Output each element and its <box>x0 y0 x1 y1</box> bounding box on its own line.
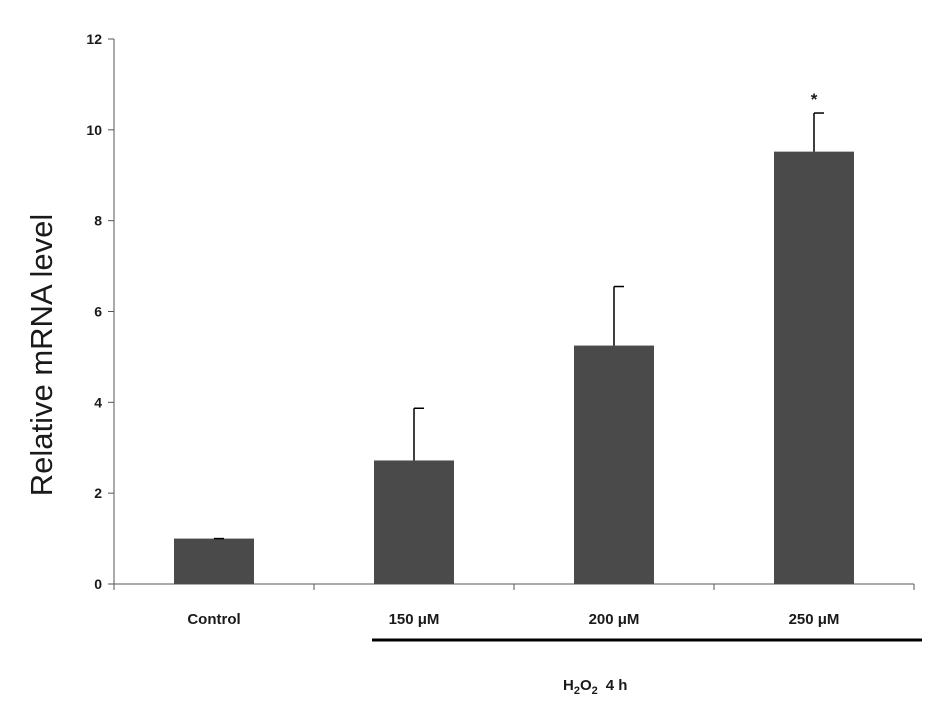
y-tick-label: 10 <box>86 122 102 138</box>
x-category-label: 200 μM <box>589 611 640 628</box>
bar <box>574 345 654 584</box>
treatment-label-h: H <box>563 677 574 694</box>
x-axis: Control 150 μM 200 μM 250 μM <box>113 583 915 628</box>
y-tick-label: 4 <box>94 394 102 410</box>
treatment-label-o: O <box>580 677 592 694</box>
treatment-label: H2O2 4 h <box>563 677 627 697</box>
y-tick-label: 6 <box>94 304 102 320</box>
treatment-label-sub1: 2 <box>574 685 580 697</box>
y-axis-title: Relative mRNA level <box>24 214 59 497</box>
bar <box>774 151 854 584</box>
bars <box>174 151 854 584</box>
y-tick-label: 12 <box>86 31 102 47</box>
y-tick-label: 0 <box>94 576 102 592</box>
y-axis: 0 2 4 6 8 10 12 <box>86 31 115 592</box>
x-category-label: 150 μM <box>389 611 440 628</box>
x-category-label: 250 μM <box>789 611 840 628</box>
error-bars: * <box>214 90 824 540</box>
significance-marker: * <box>811 90 818 109</box>
bar <box>374 460 454 584</box>
y-tick-label: 2 <box>94 485 102 501</box>
y-tick-label: 8 <box>94 213 102 229</box>
bar <box>174 538 254 584</box>
x-category-label: Control <box>187 611 240 628</box>
treatment-annotation: H2O2 4 h <box>372 638 922 697</box>
treatment-label-time: 4 h <box>606 677 628 694</box>
treatment-label-sub2: 2 <box>592 685 598 697</box>
